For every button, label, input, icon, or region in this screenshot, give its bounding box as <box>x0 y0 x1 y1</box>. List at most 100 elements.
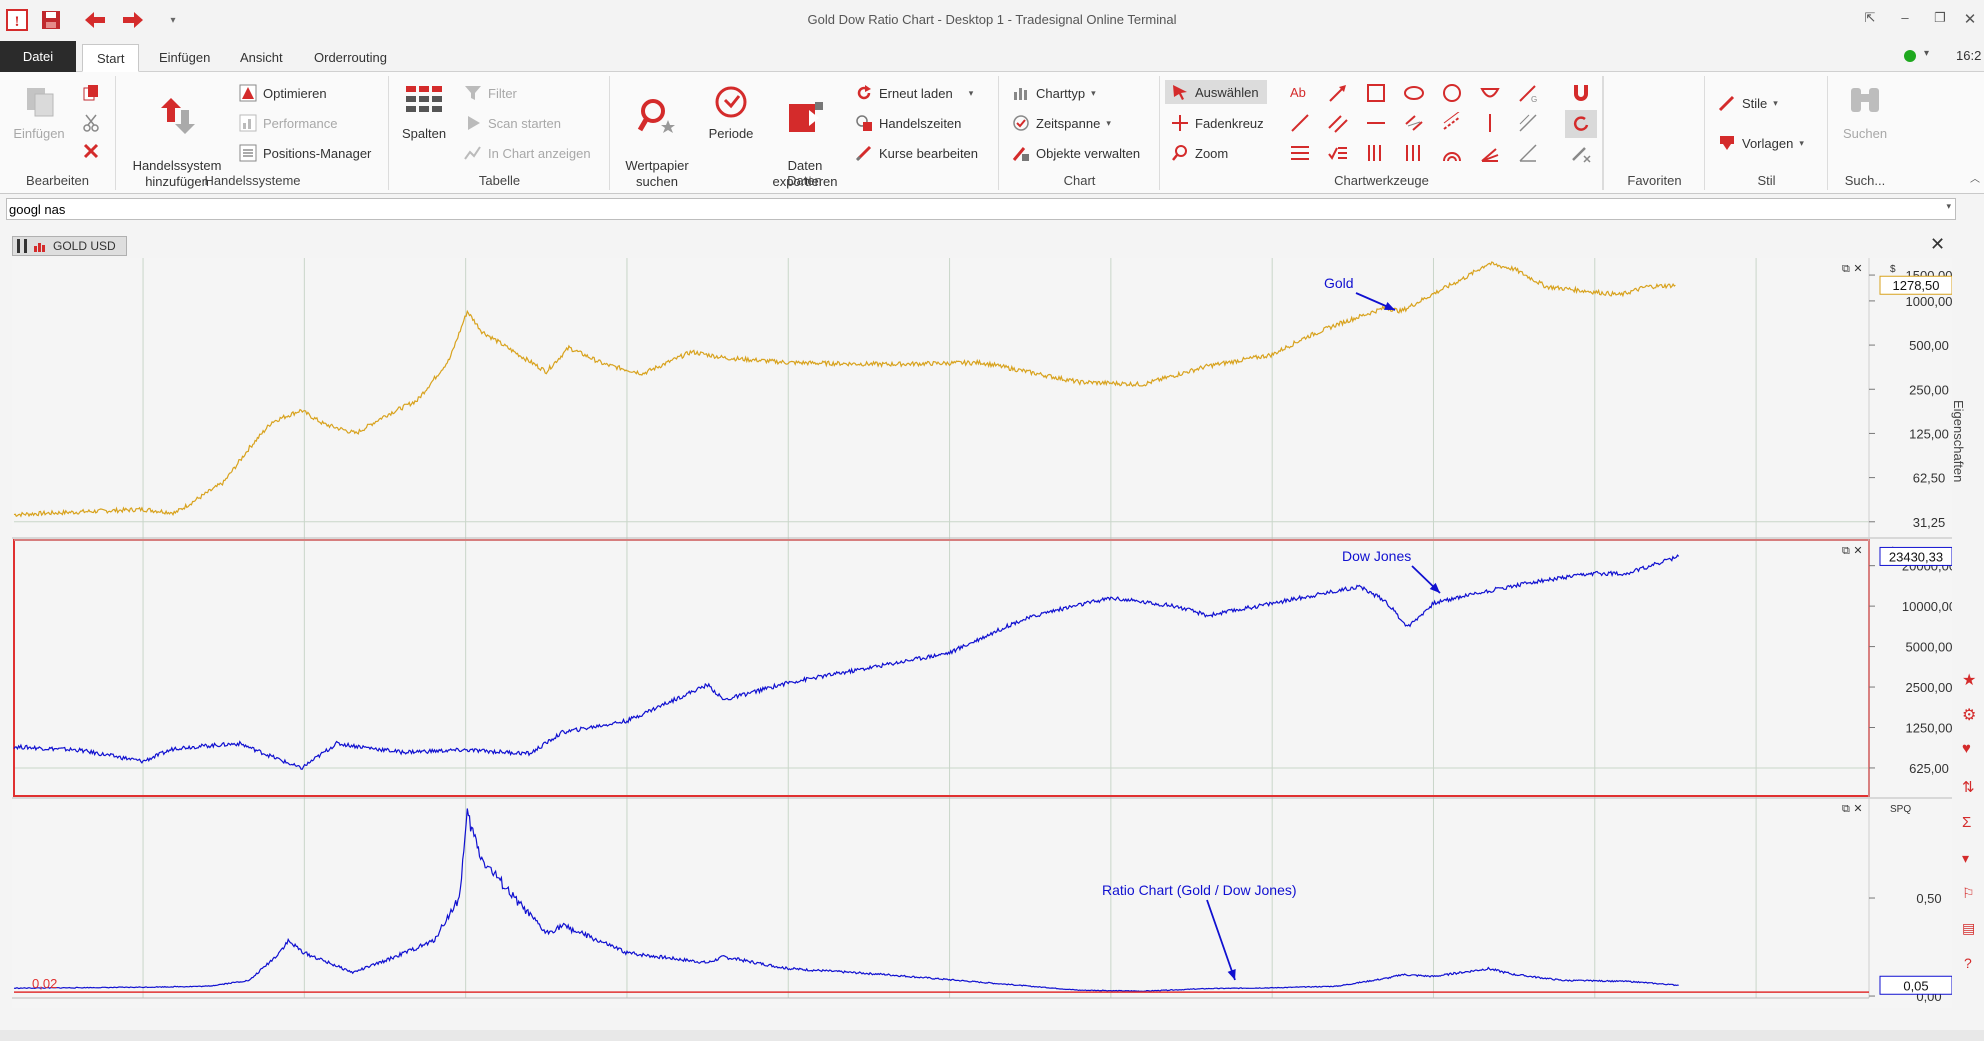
positions-manager-button[interactable]: Positions-Manager <box>239 142 371 164</box>
time-range-dropdown-icon: ▾ <box>1106 117 1111 128</box>
copy-icon[interactable] <box>82 84 100 105</box>
app-logo-icon[interactable]: ! <box>4 8 30 32</box>
close-button[interactable]: ✕ <box>1963 11 1977 28</box>
chart-type-button[interactable]: Charttyp ▾ <box>1012 82 1096 104</box>
symbol-search-input[interactable] <box>7 199 1907 219</box>
delete-icon[interactable] <box>82 142 100 163</box>
alarm-icon[interactable]: ⚐ <box>1962 885 1975 901</box>
gann-tool-icon[interactable]: G <box>1509 78 1547 108</box>
chart-canvas[interactable]: 1500,001000,00500,00250,00125,0062,5031,… <box>12 258 1952 1008</box>
quick-access-menu-icon[interactable]: ▾ <box>170 14 176 26</box>
arc-tool-icon[interactable] <box>1471 78 1509 108</box>
ellipse-tool-icon[interactable] <box>1395 78 1433 108</box>
pane-controls-icon[interactable]: ⧉ ✕ <box>1842 544 1863 557</box>
time-range-button[interactable]: Zeitspanne ▾ <box>1012 112 1111 134</box>
favorite-star-icon[interactable]: ★ <box>1962 672 1977 689</box>
styles-button[interactable]: Stile ▾ <box>1718 92 1778 114</box>
chart-close-icon[interactable]: ✕ <box>1930 234 1946 254</box>
crosshair-button[interactable]: Fadenkreuz <box>1171 112 1264 134</box>
clock: 16:2 <box>1956 48 1982 63</box>
scan-start-button[interactable]: Scan starten <box>464 112 561 134</box>
select-tool-button[interactable]: Auswählen <box>1165 80 1267 104</box>
status-menu-icon[interactable]: ▾ <box>1924 48 1930 59</box>
template-icon[interactable]: ▾ <box>1962 850 1970 866</box>
pane-controls-icon[interactable]: ⧉ ✕ <box>1842 262 1863 275</box>
indicator-icon[interactable]: ♥ <box>1962 740 1971 757</box>
tab-datei[interactable]: Datei <box>0 41 76 72</box>
fibonacci-time-tool-icon[interactable] <box>1357 138 1395 168</box>
export-data-button[interactable]: Daten exportieren <box>767 80 843 190</box>
show-in-chart-button[interactable]: In Chart anzeigen <box>464 142 591 164</box>
annotation-arrowhead <box>1429 582 1440 593</box>
clear-drawings-icon[interactable] <box>1570 142 1592 167</box>
chart-annotation-text[interactable]: Gold <box>1324 275 1354 291</box>
fibonacci-fan-tool-icon[interactable] <box>1471 138 1509 168</box>
search-button[interactable]: Suchen <box>1835 80 1895 142</box>
minimize-button[interactable]: – <box>1901 10 1909 25</box>
search-dropdown-icon[interactable]: ▾ <box>1946 201 1951 211</box>
security-search-button[interactable]: Wertpapier suchen <box>621 80 693 190</box>
bar-chart-icon <box>34 243 45 252</box>
tab-einfuegen[interactable]: Einfügen <box>159 50 211 65</box>
pause-icon[interactable] <box>17 239 27 253</box>
rectangle-tool-icon[interactable] <box>1357 78 1395 108</box>
forward-icon[interactable] <box>120 8 146 32</box>
add-trading-system-button[interactable]: Handelssystem hinzufügen <box>127 80 227 190</box>
news-icon[interactable]: ▤ <box>1962 920 1976 936</box>
fibonacci-arcs-tool-icon[interactable] <box>1433 138 1471 168</box>
cut-icon[interactable] <box>82 114 100 135</box>
trading-hours-button[interactable]: Handelszeiten <box>855 112 961 134</box>
maximize-button[interactable]: ❐ <box>1934 10 1946 25</box>
vertical-line-tool-icon[interactable] <box>1471 108 1509 138</box>
andrews-pitchfork-tool-icon[interactable] <box>1509 108 1547 138</box>
restore-ribbon-icon[interactable]: ⇱ <box>1864 10 1876 25</box>
trading-system-icon <box>161 98 195 134</box>
series-line-1[interactable] <box>13 554 1680 770</box>
speed-lines-tool-icon[interactable] <box>1509 138 1547 168</box>
chart-annotation-text[interactable]: Dow Jones <box>1342 548 1411 564</box>
collapse-ribbon-icon[interactable]: ︿ <box>1970 174 1980 185</box>
paste-button[interactable]: Einfügen <box>8 80 70 142</box>
reload-button[interactable]: Erneut laden ▾ <box>855 82 973 104</box>
chart-window-tab[interactable]: GOLD USD <box>12 236 127 256</box>
help-icon[interactable]: ? <box>1964 955 1972 971</box>
cycle-lines-tool-icon[interactable] <box>1395 138 1433 168</box>
settings-gear-icon[interactable]: ⚙ <box>1962 707 1977 724</box>
sigma-icon[interactable]: Σ <box>1962 814 1972 831</box>
circle-tool-icon[interactable] <box>1433 78 1471 108</box>
regression-tool-icon[interactable] <box>1433 108 1471 138</box>
horizontal-line-tool-icon[interactable] <box>1357 108 1395 138</box>
columns-button[interactable]: Spalten <box>396 80 452 142</box>
optimize-button[interactable]: Optimieren <box>239 82 327 104</box>
annotation-arrow[interactable] <box>1206 899 1236 981</box>
tab-orderrouting[interactable]: Orderrouting <box>314 50 387 65</box>
y-tick-label: 250,00 <box>1909 382 1949 397</box>
arrow-tool-icon[interactable] <box>1319 78 1357 108</box>
parallel-lines-tool-icon[interactable] <box>1319 108 1357 138</box>
trendline-tool-icon[interactable] <box>1281 108 1319 138</box>
magnet-icon[interactable] <box>1570 82 1592 107</box>
zoom-button[interactable]: Zoom <box>1171 142 1228 164</box>
back-icon[interactable] <box>82 8 108 32</box>
manage-objects-button[interactable]: Objekte verwalten <box>1012 142 1140 164</box>
fibonacci-retracement-tool-icon[interactable] <box>1281 138 1319 168</box>
fibonacci-extension-tool-icon[interactable] <box>1319 138 1357 168</box>
edit-prices-button[interactable]: Kurse bearbeiten <box>855 142 978 164</box>
chart-annotation-text[interactable]: Ratio Chart (Gold / Dow Jones) <box>1102 882 1297 898</box>
tab-ansicht[interactable]: Ansicht <box>240 50 283 65</box>
pane-controls-icon[interactable]: ⧉ ✕ <box>1842 802 1863 815</box>
window-title: Gold Dow Ratio Chart - Desktop 1 - Trade… <box>807 12 1177 27</box>
tab-start[interactable]: Start <box>82 44 140 72</box>
snap-toggle-icon[interactable] <box>1565 110 1597 138</box>
save-icon[interactable] <box>38 8 64 32</box>
channel-tool-icon[interactable] <box>1395 108 1433 138</box>
period-button[interactable]: Periode <box>701 80 761 142</box>
series-line-0[interactable] <box>13 261 1676 518</box>
filter-button[interactable]: Filter <box>464 82 517 104</box>
text-tool-icon[interactable]: Ab <box>1281 78 1319 108</box>
reload-dropdown-icon[interactable]: ▾ <box>968 87 974 98</box>
performance-button[interactable]: Performance <box>239 112 337 134</box>
templates-button[interactable]: Vorlagen ▾ <box>1718 132 1804 154</box>
strategy-icon[interactable]: ⇅ <box>1962 779 1975 796</box>
series-line-2[interactable] <box>13 808 1679 993</box>
